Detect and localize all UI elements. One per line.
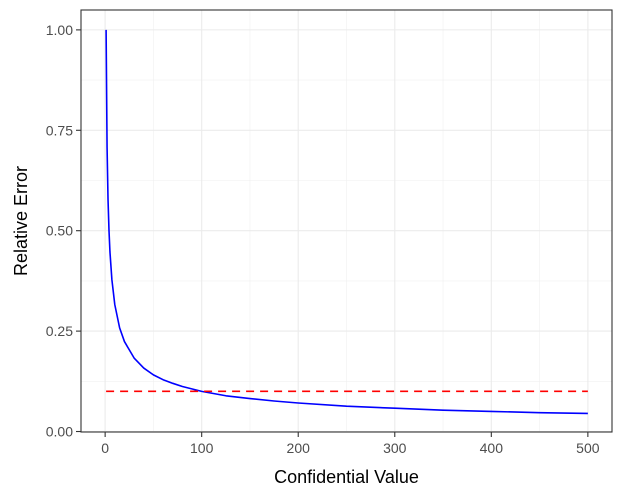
grid-minor: [81, 10, 612, 432]
y-tick-label: 0.25: [46, 323, 73, 339]
y-tick-label: 0.75: [46, 122, 73, 138]
x-tick-label: 0: [101, 440, 109, 456]
y-tick-label: 0.50: [46, 223, 73, 239]
x-axis-title: Confidential Value: [274, 467, 419, 487]
y-tick-label: 1.00: [46, 22, 73, 38]
x-tick-label: 300: [383, 440, 407, 456]
series-line-1: [105, 29, 588, 415]
x-tick-label: 200: [287, 440, 311, 456]
x-tick-label: 400: [480, 440, 504, 456]
x-axis: 0 100 200 300 400 500: [101, 432, 600, 456]
series-layer: [105, 29, 588, 415]
x-tick-label: 100: [190, 440, 214, 456]
x-tick-label: 500: [576, 440, 600, 456]
y-tick-label: 0.00: [46, 424, 73, 440]
y-axis-title: Relative Error: [11, 166, 31, 276]
y-axis: 0.00 0.25 0.50 0.75 1.00: [46, 22, 81, 440]
plot-panel-border: [80, 9, 613, 433]
